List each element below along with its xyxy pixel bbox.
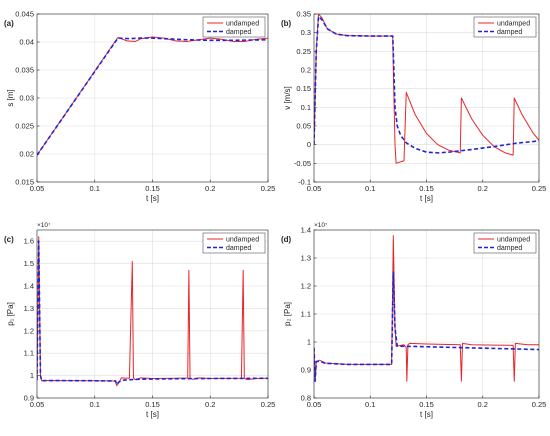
xlabel-b: t [s] (420, 194, 433, 203)
ytick-label-d-5: 1.3 (301, 254, 311, 263)
ytick-label-d-4: 1.2 (301, 282, 311, 291)
ytick-label-d-3: 1.1 (301, 310, 311, 319)
legend-label-damped-c: damped (226, 245, 251, 252)
xtick-label-a-4: 0.25 (261, 184, 276, 193)
legend-label-undamped-a: undamped (226, 21, 259, 28)
ytick-label-b-2: 0 (307, 140, 311, 149)
legend-label-undamped-c: undamped (226, 237, 259, 244)
ytick-label-c-7: 1.6 (24, 237, 34, 246)
ytick-label-b-7: 0.25 (296, 47, 311, 56)
legend-label-damped-a: damped (226, 29, 251, 36)
panel-d: 0.05 0.1 0.15 0.2 0.25 0.8 0.9 1 1.1 1.2 1.3 1.4 t [… (281, 222, 546, 419)
ytick-label-b-0: -0.1 (298, 178, 311, 187)
ytick-label-c-6: 1.5 (24, 259, 34, 268)
ytick-label-b-3: 0.05 (296, 122, 311, 131)
xtick-label-c-0: 0.05 (30, 400, 45, 409)
legend-label-damped-d: damped (497, 245, 522, 252)
xtick-label-a-0: 0.05 (30, 184, 45, 193)
legend-label-damped-b: damped (497, 29, 522, 36)
ytick-label-b-5: 0.15 (296, 84, 311, 93)
ytick-label-c-3: 1.2 (24, 326, 34, 335)
xtick-label-d-4: 0.25 (532, 400, 547, 409)
legend-label-undamped-b: undamped (497, 21, 530, 28)
xtick-label-b-3: 0.2 (478, 184, 488, 193)
legend-box-d (473, 232, 537, 254)
panel-c: 0.05 0.1 0.15 0.2 0.25 0.9 1 1.1 1.2 1.3 1.4 1.5 1.6… (4, 222, 275, 419)
ylabel-a: s [m] (6, 89, 15, 106)
xlabel-c: t [s] (146, 410, 159, 419)
panel-label-d: (d) (281, 235, 292, 244)
xtick-label-b-2: 0.15 (419, 184, 434, 193)
ylabel-d: p₂ [Pa] (283, 302, 292, 326)
ylabel-c: p₁ [Pa] (6, 302, 15, 326)
xlabel-a: t [s] (146, 194, 159, 203)
ytick-label-c-2: 1.1 (24, 349, 34, 358)
ylabel-b: v [m/s] (283, 86, 292, 110)
ytick-label-a-4: 0.035 (15, 66, 34, 75)
ytick-label-d-2: 1 (307, 338, 311, 347)
ytick-label-c-4: 1.3 (24, 304, 34, 313)
ytick-label-b-8: 0.3 (301, 28, 311, 37)
xtick-label-d-2: 0.15 (419, 400, 434, 409)
series-damped-b (314, 15, 539, 154)
xtick-label-b-0: 0.05 (307, 184, 322, 193)
xtick-label-c-1: 0.1 (90, 400, 100, 409)
ytick-label-b-9: 0.35 (296, 10, 311, 19)
ytick-label-a-5: 0.04 (19, 38, 34, 47)
xtick-label-b-1: 0.1 (365, 184, 375, 193)
ytick-label-b-1: -0.05 (294, 159, 311, 168)
xlabel-d: t [s] (420, 410, 433, 419)
ytick-label-d-0: 0.8 (301, 394, 311, 403)
ytick-label-c-0: 0.9 (24, 394, 34, 403)
ytick-label-a-2: 0.025 (15, 122, 34, 131)
xtick-label-c-2: 0.15 (145, 400, 160, 409)
xtick-label-d-1: 0.1 (365, 400, 375, 409)
legend-box-a (202, 16, 266, 38)
panel-label-b: (b) (281, 19, 292, 28)
panel-a: 0.05 0.1 0.15 0.2 0.25 0.015 0.02 0.025 0.03 0.03… (4, 10, 275, 204)
xtick-label-a-2: 0.15 (145, 184, 160, 193)
ytick-label-b-6: 0.2 (301, 66, 311, 75)
series-damped-c (37, 240, 268, 386)
ytick-label-c-5: 1.4 (24, 282, 34, 291)
legend-box-c (202, 232, 266, 254)
xtick-label-c-4: 0.25 (261, 400, 276, 409)
ytick-label-a-1: 0.02 (19, 150, 34, 159)
xtick-label-d-3: 0.2 (478, 400, 488, 409)
series-undamped-c (37, 236, 268, 387)
legend-label-undamped-d: undamped (497, 237, 530, 244)
ytick-label-b-4: 0.1 (301, 103, 311, 112)
panel-label-c: (c) (4, 235, 14, 244)
xtick-label-c-3: 0.2 (205, 400, 215, 409)
exponent-c: ×10⁷ (37, 222, 51, 229)
xtick-label-a-3: 0.2 (205, 184, 215, 193)
exponent-d: ×10⁷ (314, 222, 328, 229)
series-damped-d (314, 271, 539, 382)
ytick-label-d-6: 1.4 (301, 226, 311, 235)
ytick-label-a-6: 0.045 (15, 10, 34, 19)
xtick-label-d-0: 0.05 (307, 400, 322, 409)
xtick-label-b-4: 0.25 (532, 184, 547, 193)
series-undamped-a (37, 36, 268, 156)
series-damped-a (37, 37, 268, 156)
legend-box-b (473, 16, 537, 38)
ytick-label-a-3: 0.03 (19, 94, 34, 103)
ytick-label-d-1: 0.9 (301, 366, 311, 375)
xtick-label-a-1: 0.1 (90, 184, 100, 193)
ytick-label-c-1: 1 (30, 371, 34, 380)
ytick-label-a-0: 0.015 (15, 178, 34, 187)
panel-label-a: (a) (4, 19, 14, 28)
panel-b: 0.05 0.1 0.15 0.2 0.25 -0.1 -0.05 0 0.05 0.1 0.15 0… (281, 10, 546, 204)
